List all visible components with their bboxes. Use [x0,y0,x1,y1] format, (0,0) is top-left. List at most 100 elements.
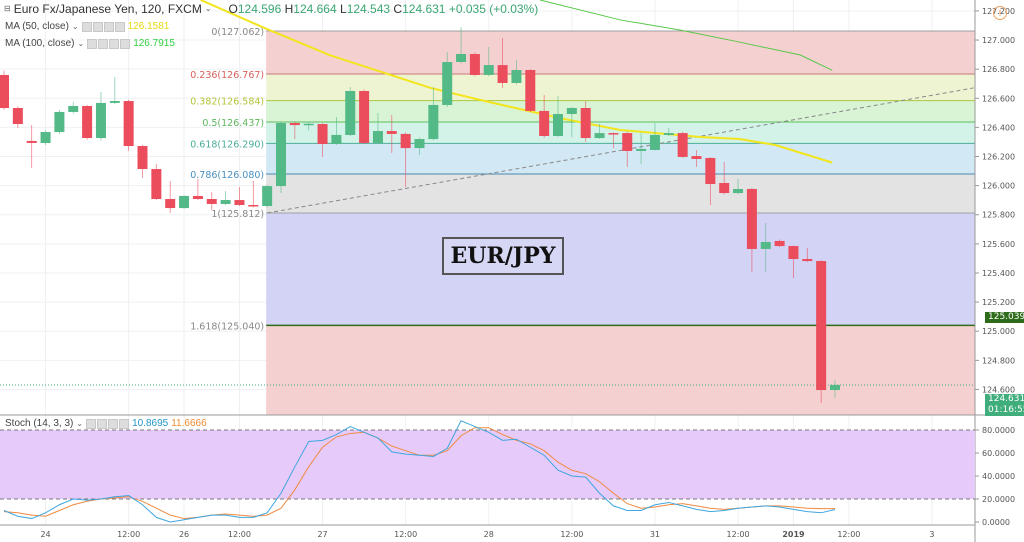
fib-label-1.618: 1.618(125.040) [190,321,264,332]
candle [525,69,536,113]
candle-body [497,65,508,83]
indicator-tools[interactable] [81,22,125,32]
candle-body [276,123,286,187]
candle-body [345,90,356,135]
candle [179,195,190,209]
price-tick-label: 125.800 [982,211,1015,220]
chevron-down-icon[interactable]: ⌄ [71,22,79,31]
candle-body [802,259,813,262]
fib-zone-0.5 [266,122,975,144]
candle-body [746,188,757,249]
candle [123,99,134,151]
candle-body [691,156,702,159]
candle [151,163,162,201]
candle-body [456,54,467,63]
candle [345,87,356,137]
candle-body [469,54,480,75]
fib-price-badge: 125.039 [985,312,1024,323]
candle [220,191,231,206]
candle-body [12,108,23,125]
chevron-down-icon[interactable]: ⌄ [76,419,84,428]
candle [608,132,619,149]
ma100-value: 126.7915 [133,38,175,49]
pair-annotation[interactable]: EUR/JPY [442,237,564,275]
remove-icon[interactable] [114,22,125,32]
price-tick-label: 127.000 [982,36,1015,45]
candle-body [733,188,744,194]
candle-body [303,123,314,126]
price-tick-label: 126.800 [982,65,1015,74]
time-tick-label: 2019 [782,530,805,539]
change-readout: +0.035 (+0.03%) [448,2,539,16]
alert-icon[interactable]: ! [993,6,1007,20]
more-icon[interactable] [108,419,119,429]
ma100-label[interactable]: MA (100, close) [5,38,75,49]
price-tick-label: 124.600 [982,385,1015,394]
collapse-icon[interactable]: ⊟ [4,4,11,13]
chevron-down-icon[interactable]: ⌄ [204,4,212,13]
candle-body [179,195,190,209]
candle [760,223,771,272]
more-icon[interactable] [109,39,120,49]
stoch-label[interactable]: Stoch (14, 3, 3) [5,418,74,429]
stoch-tick-label: 60.0000 [982,449,1015,458]
candle-body [151,169,162,200]
bar-countdown: 01:16:55 [985,405,1024,416]
settings-icon[interactable] [98,39,109,49]
stoch-k-line [3,420,836,523]
ma50-label[interactable]: MA (50, close) [5,21,69,32]
candle [54,109,65,134]
remove-icon[interactable] [119,419,130,429]
chevron-down-icon[interactable]: ⌄ [77,39,85,48]
remove-icon[interactable] [120,39,131,49]
candle-body [414,139,425,149]
fib-zone-0 [266,31,975,74]
candle-body [220,200,231,204]
price-tick-label: 125.600 [982,240,1015,249]
settings-icon[interactable] [92,22,103,32]
candle [276,121,286,194]
indicator-tools[interactable] [86,419,130,429]
candle [414,137,425,156]
candle-body [317,124,328,144]
candle-body [636,148,647,151]
settings-icon[interactable] [97,419,108,429]
candle-body [525,70,536,111]
candle-body [677,133,688,157]
hide-icon[interactable] [86,419,97,429]
time-tick-label: 12:00 [394,530,417,539]
time-tick-label: 12:00 [228,530,251,539]
hide-icon[interactable] [87,39,98,49]
candle-body [192,195,203,200]
more-icon[interactable] [103,22,114,32]
candle-body [68,105,79,112]
candle [553,95,563,137]
candle-body [400,133,411,149]
candle-body [82,105,93,139]
candle [331,117,342,145]
candle-body [137,146,148,170]
candle [830,380,840,398]
candle [788,245,799,278]
fib-label-0.5: 0.5(126.437) [202,118,264,129]
hide-icon[interactable] [81,22,92,32]
time-tick-label: 12:00 [727,530,750,539]
trend-line [267,87,974,214]
fib-zone-0.236 [266,73,975,101]
candle-body [206,199,217,204]
indicator-tools[interactable] [87,39,131,49]
candle [719,162,730,195]
candle-body [594,133,605,139]
symbol-title[interactable]: Euro Fx/Japanese Yen, 120, FXCM [13,2,202,16]
candle [497,37,508,88]
candle [372,112,383,145]
ma100-legend: MA (100, close) ⌄ 126.7915 [5,38,175,50]
candle [262,184,273,208]
fib-label-0.618: 0.618(126.290) [190,139,264,150]
candle-body [331,134,342,144]
candle-body [40,132,51,143]
candle [469,52,480,77]
fib-zone-1 [266,213,975,326]
candle-body [109,101,120,103]
